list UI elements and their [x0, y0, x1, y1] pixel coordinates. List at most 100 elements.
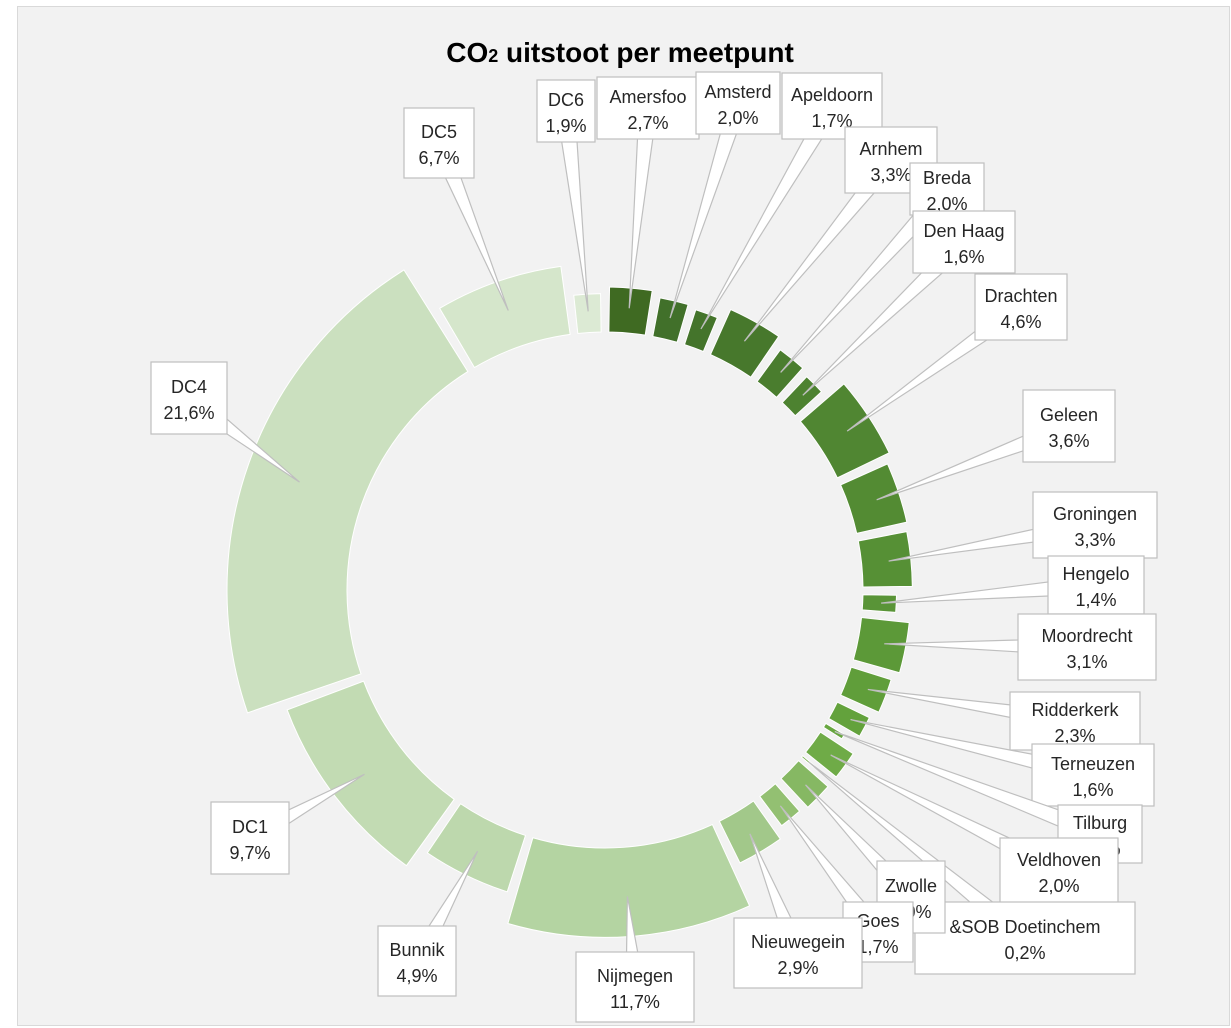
label-percent: 2,0%	[926, 194, 967, 214]
slice-hengelo	[861, 594, 897, 613]
label-box	[733, 917, 863, 989]
chart-title: CO2 uitstoot per meetpunt	[446, 37, 794, 68]
data-label: Geleen 3,6%	[876, 389, 1116, 501]
data-label: Nieuwegein 2,9%	[733, 833, 863, 989]
data-label: Amersfoo 2,7%	[596, 76, 700, 309]
data-label: Veldhoven 2,0%	[830, 754, 1119, 905]
label-percent: 6,7%	[418, 148, 459, 168]
label-name: Goes	[856, 911, 899, 931]
labels-group: Amersfoo 2,7% Amsterd 2,0% Apeldoorn 1,7% Arnh…	[150, 71, 1158, 1023]
label-name: Tilburg	[1073, 813, 1127, 833]
data-label: DC6 1,9%	[536, 79, 596, 312]
data-label: Terneuzen 1,6%	[850, 718, 1155, 807]
data-label: Nijmegen 11,7%	[575, 896, 695, 1023]
data-label: Den Haag 1,6%	[802, 210, 1016, 396]
label-percent: 1,7%	[857, 937, 898, 957]
label-box	[912, 210, 1016, 274]
label-box	[695, 71, 781, 135]
label-percent: 1,4%	[1075, 590, 1116, 610]
label-box	[150, 361, 228, 435]
label-name: DC1	[232, 817, 268, 837]
data-label: DC4 21,6%	[150, 361, 300, 483]
label-name: Amsterd	[704, 82, 771, 102]
label-box	[974, 273, 1068, 341]
slice-nijmegen	[507, 823, 751, 938]
label-percent: 4,9%	[396, 966, 437, 986]
label-box	[1017, 613, 1157, 681]
slice-dc6	[573, 293, 602, 334]
label-box	[914, 901, 1136, 975]
label-box	[1032, 491, 1158, 559]
slice-drachten	[799, 383, 890, 479]
slice-dc4	[226, 269, 469, 714]
label-percent: 0,2%	[1004, 943, 1045, 963]
label-box	[377, 925, 457, 997]
label-percent: 1,9%	[545, 116, 586, 136]
label-name: Breda	[923, 168, 972, 188]
label-percent: 3,3%	[870, 165, 911, 185]
label-name: DC6	[548, 90, 584, 110]
label-name: Hengelo	[1062, 564, 1129, 584]
slice-geleen	[839, 463, 908, 534]
slice-amsterdam	[652, 297, 689, 343]
label-name: Geleen	[1040, 405, 1098, 425]
data-label: Drachten 4,6%	[846, 273, 1068, 432]
label-name: Groningen	[1053, 504, 1137, 524]
label-name: Nieuwegein	[751, 932, 845, 952]
slice-dc1	[286, 680, 455, 867]
slice-moordrecht	[852, 617, 910, 674]
data-label: Groningen 3,3%	[888, 491, 1158, 562]
label-name: Amersfoo	[609, 87, 686, 107]
data-label: Moordrecht 3,1%	[884, 613, 1157, 681]
label-name: DC5	[421, 122, 457, 142]
label-percent: 1,6%	[943, 247, 984, 267]
slice-goes	[759, 783, 801, 827]
label-name: Arnhem	[859, 139, 922, 159]
label-percent: 9,7%	[229, 843, 270, 863]
label-percent: 4,6%	[1000, 312, 1041, 332]
label-name: Zwolle	[885, 876, 937, 896]
label-percent: 1,6%	[1072, 780, 1113, 800]
slice-veldhoven	[804, 731, 854, 778]
label-name: Terneuzen	[1051, 754, 1135, 774]
data-label: Amsterd 2,0%	[669, 71, 781, 319]
label-percent: 3,6%	[1048, 431, 1089, 451]
label-box	[536, 79, 596, 143]
label-box	[210, 801, 290, 875]
data-label: DC5 6,7%	[403, 107, 509, 311]
label-name: Bunnik	[389, 940, 445, 960]
label-name: DC4	[171, 377, 207, 397]
data-label: &SOB Doetinchem 0,2%	[808, 761, 1136, 975]
slice-terneuzen	[828, 701, 871, 737]
label-name: Ridderkerk	[1031, 700, 1119, 720]
data-label: Breda 2,0%	[780, 162, 985, 373]
label-percent: 2,7%	[627, 113, 668, 133]
label-name: Den Haag	[923, 221, 1004, 241]
slice-dc5	[438, 265, 571, 369]
label-percent: 3,1%	[1066, 652, 1107, 672]
slice-groningen	[857, 530, 913, 588]
label-percent: 2,9%	[777, 958, 818, 978]
data-label: Ridderkerk 2,3%	[867, 688, 1141, 751]
data-label: Bunnik 4,9%	[377, 850, 479, 997]
slices-group	[226, 265, 913, 938]
slice-amersfoort	[608, 286, 653, 336]
data-label: Hengelo 1,4%	[881, 555, 1145, 615]
label-percent: 2,0%	[1038, 876, 1079, 896]
label-name: Moordrecht	[1041, 626, 1132, 646]
label-box	[1022, 389, 1116, 463]
label-percent: 3,3%	[1074, 530, 1115, 550]
slice-apeldoorn	[683, 309, 718, 353]
label-box	[403, 107, 475, 179]
label-box	[1009, 691, 1141, 751]
slice-bunnik	[426, 803, 527, 893]
label-box	[999, 837, 1119, 905]
label-percent: 2,3%	[1054, 726, 1095, 746]
label-percent: 11,7%	[610, 992, 660, 1012]
label-name: &SOB Doetinchem	[949, 917, 1100, 937]
label-name: Drachten	[984, 286, 1057, 306]
label-percent: 1,7%	[811, 111, 852, 131]
slice-ridderkerk	[839, 666, 892, 713]
label-percent: 2,0%	[717, 108, 758, 128]
